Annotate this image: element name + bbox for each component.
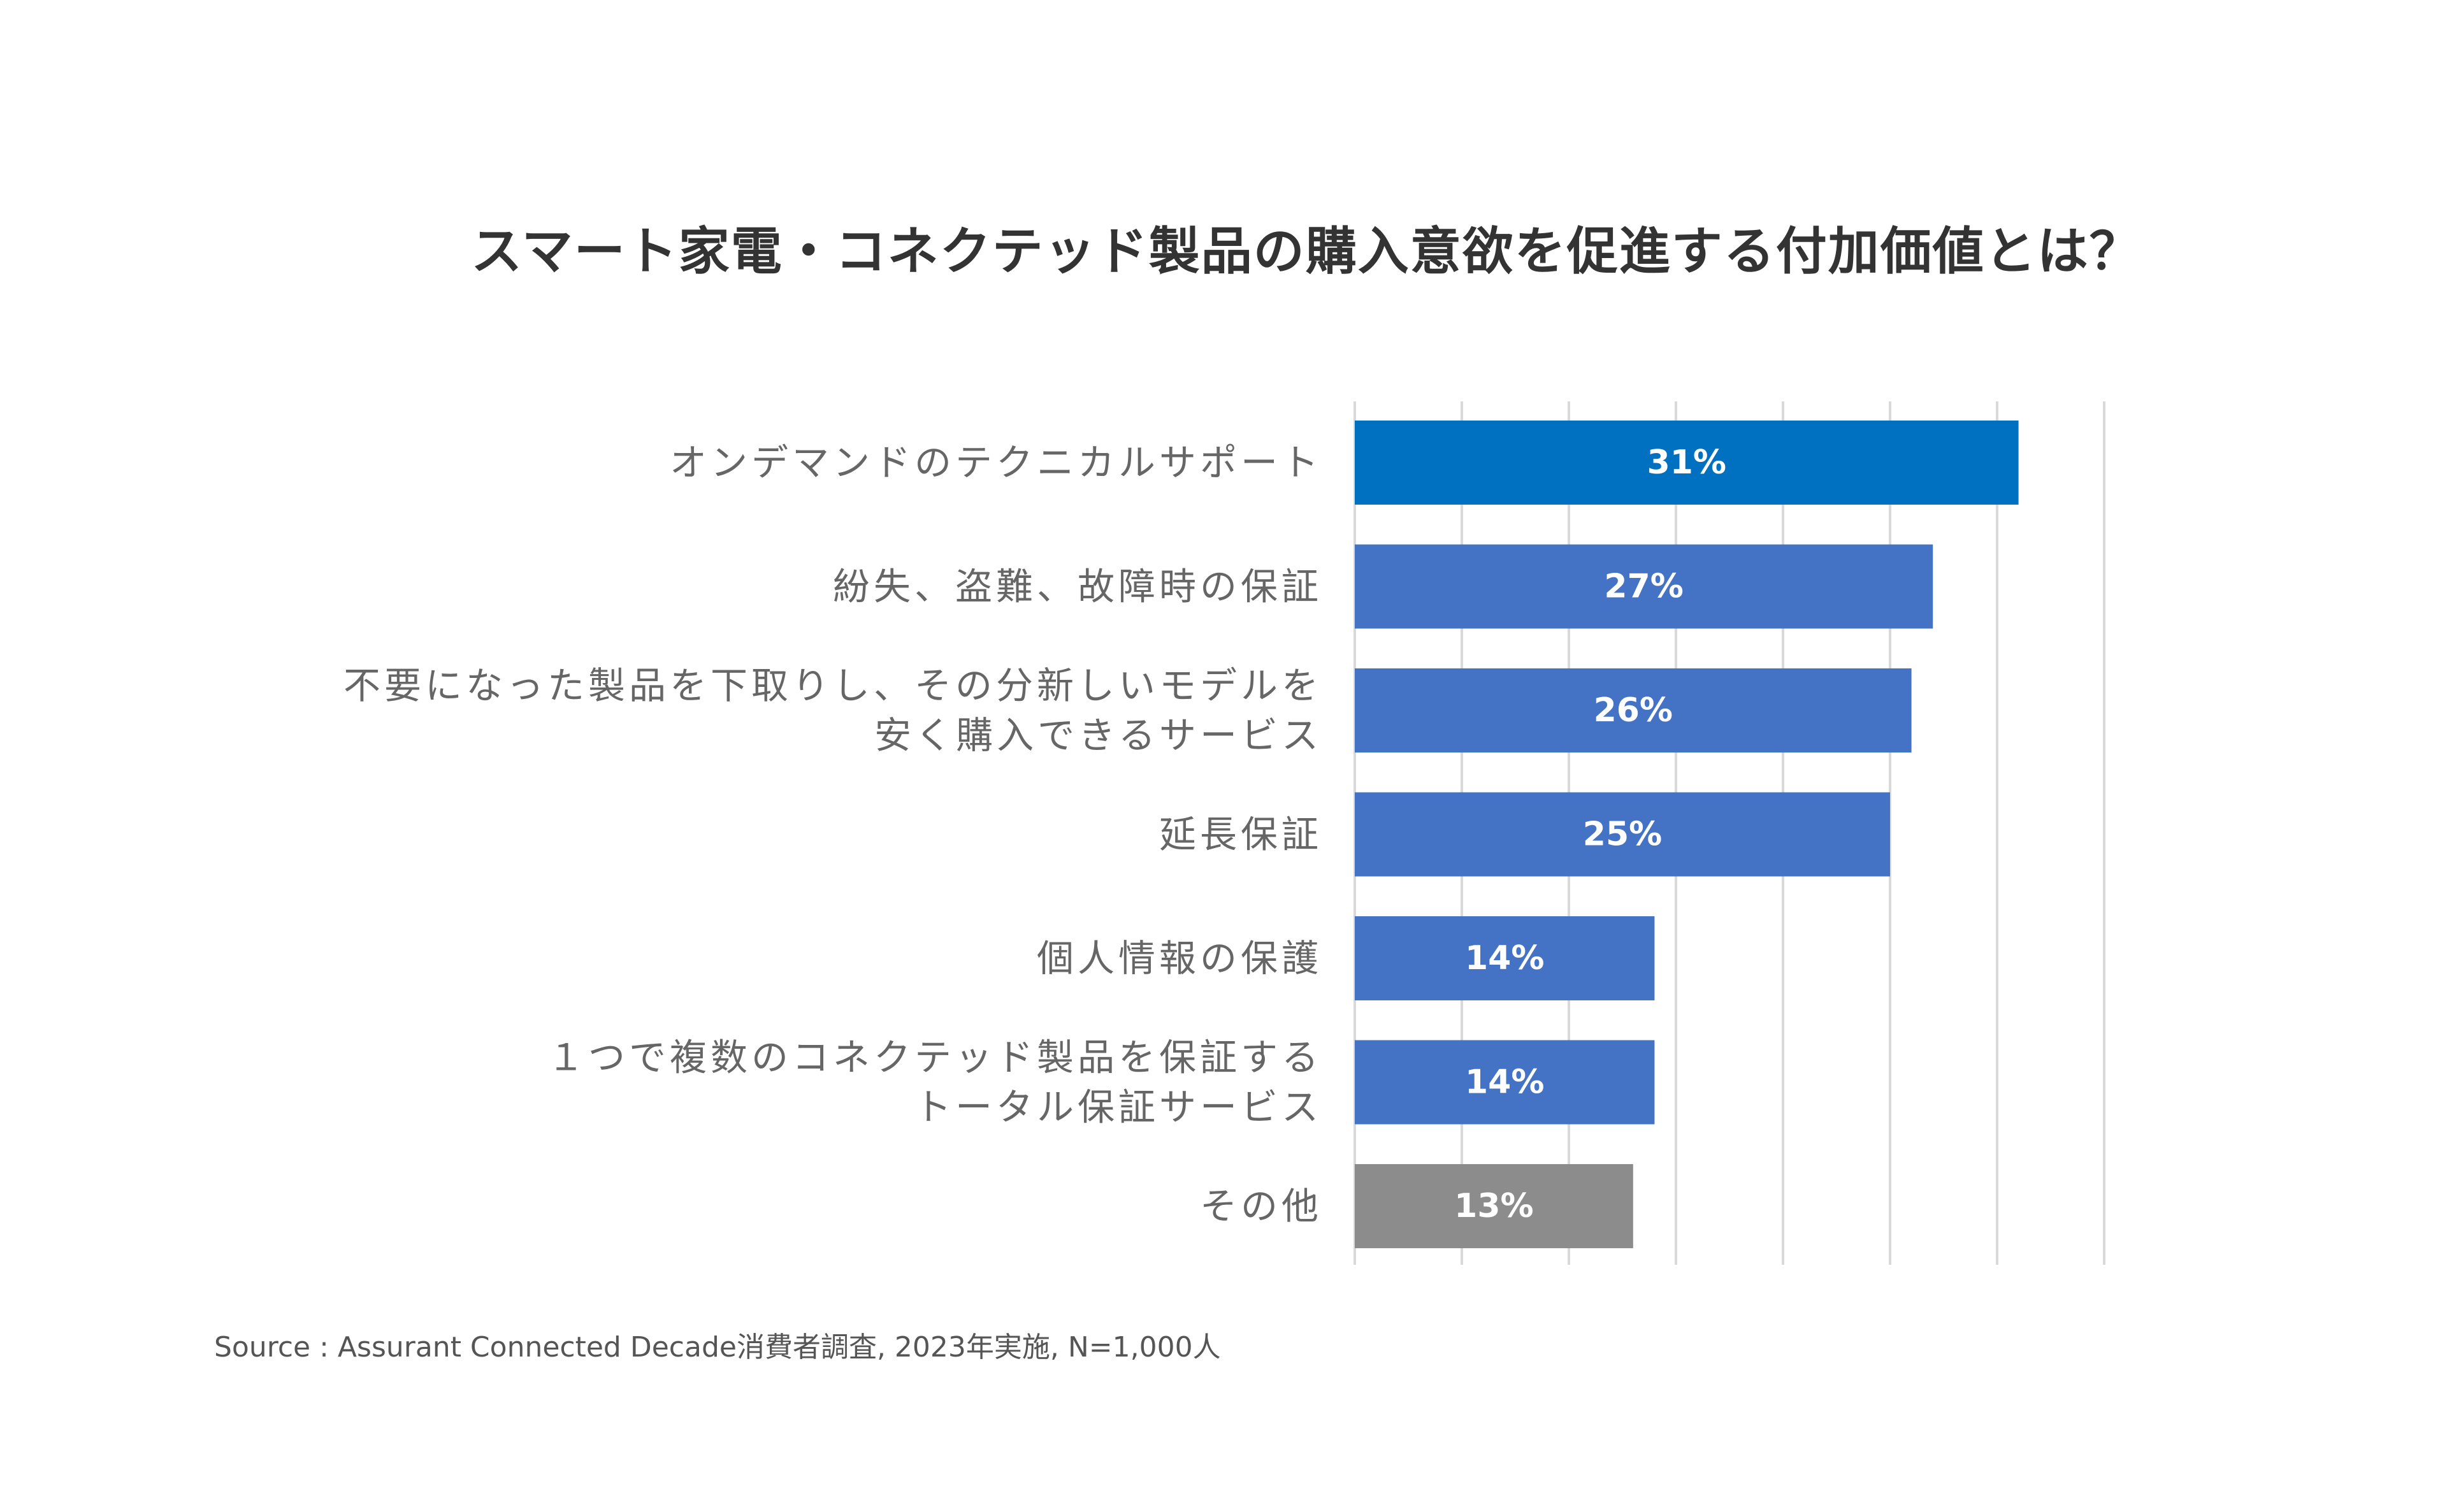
category-label: 個人情報の保護: [1037, 937, 1322, 980]
category-label: 不要になった製品を下取りし、その分新しいモデルを: [343, 664, 1322, 707]
bar: [1355, 1040, 1655, 1125]
bar: [1355, 668, 1912, 752]
data-label: 25%: [1583, 816, 1662, 854]
bar: [1355, 792, 1890, 877]
category-label: トータル保証サービス: [914, 1086, 1322, 1129]
category-label: １つで複数のコネクテッド製品を保証する: [547, 1036, 1322, 1079]
category-label: その他: [1200, 1184, 1322, 1228]
data-label: 27%: [1604, 568, 1683, 606]
bar: [1355, 544, 1933, 629]
category-label: 延長保証: [1159, 813, 1322, 856]
data-label: 14%: [1465, 1063, 1544, 1102]
category-label: 安く購入できるサービス: [874, 714, 1322, 757]
bar: [1355, 421, 2019, 505]
category-label: オンデマンドのテクニカルサポート: [670, 441, 1322, 484]
bars: [1355, 421, 2019, 1248]
data-label: 26%: [1594, 691, 1673, 730]
data-label: 13%: [1454, 1187, 1533, 1225]
bar: [1355, 916, 1655, 1000]
category-label: 紛失、盗難、故障時の保証: [833, 565, 1322, 608]
bar: [1355, 1164, 1633, 1248]
chart-title: スマート家電・コネクテッド製品の購入意欲を促進する付加価値とは？: [471, 222, 2142, 281]
data-label: 31%: [1647, 443, 1726, 482]
value-labels: 31% 27% 26% 25% 14% 14% 13%: [1454, 443, 1726, 1225]
data-label: 14%: [1465, 939, 1544, 977]
category-labels: オンデマンドのテクニカルサポート紛失、盗難、故障時の保証不要になった製品を下取り…: [343, 441, 1322, 1228]
source-note: Source : Assurant Connected Decade消費者調査,…: [214, 1331, 1221, 1364]
